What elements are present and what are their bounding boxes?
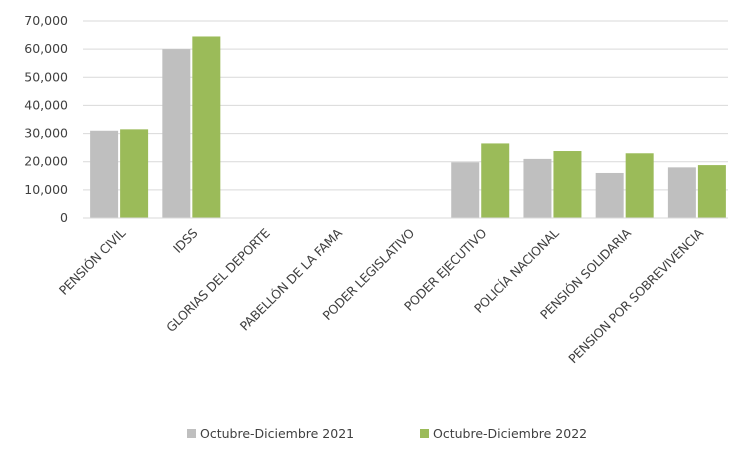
x-category-label: PENSIÓN CIVIL bbox=[56, 225, 129, 298]
bars bbox=[90, 36, 726, 219]
legend: Octubre-Diciembre 2021 Octubre-Diciembre … bbox=[187, 426, 587, 441]
bar bbox=[90, 130, 119, 218]
bar bbox=[192, 36, 221, 218]
y-tick-label: 10,000 bbox=[24, 182, 68, 197]
bar bbox=[553, 151, 582, 218]
bar bbox=[120, 129, 149, 218]
y-tick-label: 70,000 bbox=[24, 13, 68, 28]
bar bbox=[667, 167, 696, 218]
bar bbox=[162, 49, 191, 219]
x-category-label: IDSS bbox=[170, 225, 201, 256]
y-tick-label: 60,000 bbox=[24, 41, 68, 56]
y-tick-label: 50,000 bbox=[24, 69, 68, 84]
legend-label: Octubre-Diciembre 2021 bbox=[200, 426, 354, 441]
gridlines bbox=[83, 20, 728, 191]
bar bbox=[625, 153, 654, 218]
bar bbox=[451, 162, 480, 218]
legend-swatch bbox=[420, 429, 429, 438]
x-category-label: PENSION POR SOBREVIVENCIA bbox=[565, 225, 706, 366]
y-tick-label: 0 bbox=[60, 210, 68, 225]
legend-label: Octubre-Diciembre 2022 bbox=[433, 426, 587, 441]
bar bbox=[697, 165, 726, 218]
y-tick-label: 40,000 bbox=[24, 97, 68, 112]
y-tick-label: 30,000 bbox=[24, 126, 68, 141]
bar bbox=[481, 143, 510, 218]
bar bbox=[595, 172, 624, 218]
bar bbox=[523, 158, 552, 218]
y-axis-ticks: 0 10,000 20,000 30,000 40,000 50,000 60,000 70,… bbox=[24, 13, 68, 225]
legend-swatch bbox=[187, 429, 196, 438]
y-tick-label: 20,000 bbox=[24, 154, 68, 169]
